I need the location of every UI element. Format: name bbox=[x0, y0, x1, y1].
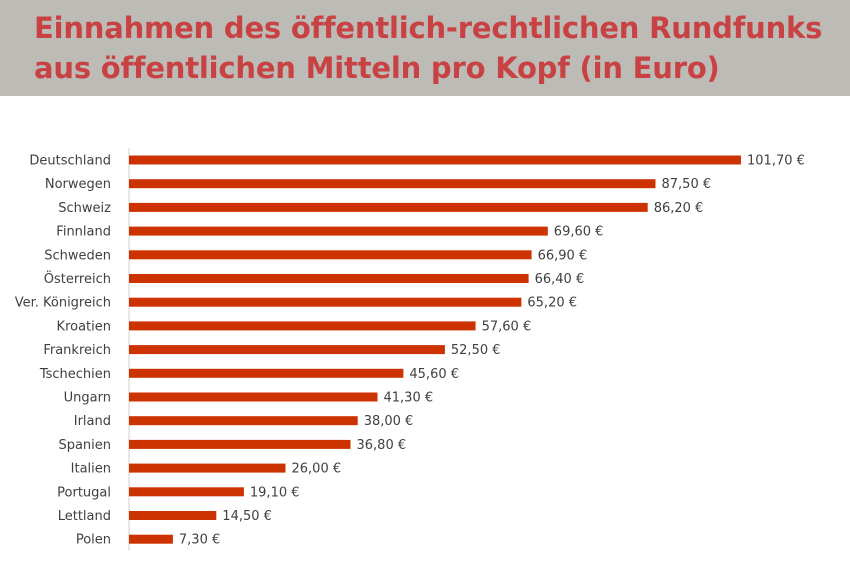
bars-group bbox=[129, 155, 741, 544]
category-label-0: Deutschland bbox=[29, 154, 111, 169]
bar-1 bbox=[129, 179, 656, 189]
bar-0 bbox=[129, 155, 741, 165]
category-label-16: Polen bbox=[76, 533, 111, 548]
value-label-6: 65,20 € bbox=[527, 296, 577, 311]
bar-14 bbox=[129, 487, 244, 497]
category-label-2: Schweiz bbox=[58, 201, 111, 216]
category-label-10: Ungarn bbox=[64, 391, 111, 406]
bar-2 bbox=[129, 202, 648, 212]
chart-area: Deutschland Norwegen Schweiz Finnland Schwed… bbox=[0, 96, 850, 567]
value-label-7: 57,60 € bbox=[482, 319, 532, 334]
value-label-1: 87,50 € bbox=[662, 177, 712, 192]
bar-9 bbox=[129, 368, 404, 378]
bar-16 bbox=[129, 534, 173, 544]
category-label-15: Lettland bbox=[58, 509, 111, 524]
category-label-7: Kroatien bbox=[57, 319, 111, 334]
category-label-12: Spanien bbox=[58, 438, 111, 453]
value-label-14: 19,10 € bbox=[250, 485, 300, 500]
bar-6 bbox=[129, 297, 522, 307]
bar-12 bbox=[129, 439, 351, 449]
bar-10 bbox=[129, 392, 378, 402]
value-label-10: 41,30 € bbox=[384, 391, 434, 406]
value-label-0: 101,70 € bbox=[747, 154, 805, 169]
value-labels-group: 101,70 € 87,50 € 86,20 € 69,60 € 66,90 € 66,4… bbox=[179, 154, 805, 548]
bar-3 bbox=[129, 226, 548, 236]
value-label-3: 69,60 € bbox=[554, 225, 604, 240]
value-label-16: 7,30 € bbox=[179, 533, 220, 548]
value-label-9: 45,60 € bbox=[409, 367, 459, 382]
category-label-1: Norwegen bbox=[45, 177, 111, 192]
value-label-15: 14,50 € bbox=[222, 509, 272, 524]
bar-8 bbox=[129, 345, 445, 355]
category-label-13: Italien bbox=[71, 462, 111, 477]
category-label-8: Frankreich bbox=[43, 343, 111, 358]
bar-5 bbox=[129, 274, 529, 283]
value-label-8: 52,50 € bbox=[451, 343, 501, 358]
title-band: Einnahmen des öffentlich-rechtlichen Run… bbox=[0, 0, 850, 96]
value-label-2: 86,20 € bbox=[654, 201, 704, 216]
category-label-4: Schweden bbox=[44, 248, 111, 263]
value-label-5: 66,40 € bbox=[535, 272, 585, 287]
bar-11 bbox=[129, 416, 358, 426]
category-label-9: Tschechien bbox=[39, 367, 111, 382]
category-label-5: Österreich bbox=[44, 270, 111, 287]
category-label-6: Ver. Königreich bbox=[15, 296, 111, 311]
category-label-11: Irland bbox=[74, 414, 111, 429]
category-label-14: Portugal bbox=[57, 485, 111, 500]
bar-15 bbox=[129, 511, 217, 520]
value-label-12: 36,80 € bbox=[357, 438, 407, 453]
category-labels-group: Deutschland Norwegen Schweiz Finnland Schwed… bbox=[15, 154, 111, 548]
value-label-13: 26,00 € bbox=[292, 462, 342, 477]
value-label-11: 38,00 € bbox=[364, 414, 414, 429]
category-label-3: Finnland bbox=[56, 225, 111, 240]
chart-title: Einnahmen des öffentlich-rechtlichen Run… bbox=[34, 11, 823, 85]
bar-4 bbox=[129, 250, 532, 260]
value-label-4: 66,90 € bbox=[538, 248, 588, 263]
bar-7 bbox=[129, 321, 476, 331]
bar-13 bbox=[129, 463, 286, 473]
bar-chart: Deutschland Norwegen Schweiz Finnland Schwed… bbox=[15, 148, 805, 552]
